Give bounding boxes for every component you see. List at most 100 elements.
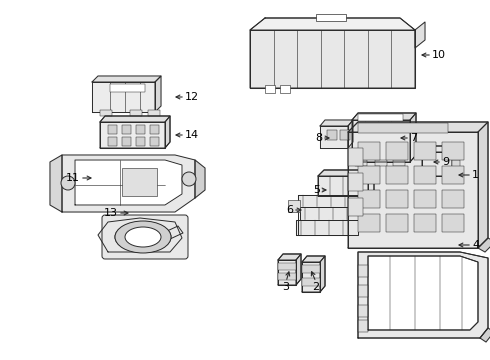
Polygon shape bbox=[75, 160, 182, 205]
Ellipse shape bbox=[115, 221, 171, 253]
Text: 13: 13 bbox=[104, 208, 118, 218]
Bar bbox=[414, 214, 436, 232]
Ellipse shape bbox=[182, 172, 196, 186]
Ellipse shape bbox=[125, 227, 161, 247]
Bar bbox=[148, 110, 160, 116]
Polygon shape bbox=[98, 218, 182, 252]
Bar bbox=[386, 214, 408, 232]
Bar bbox=[280, 85, 290, 93]
Bar bbox=[358, 114, 403, 121]
Bar bbox=[148, 238, 158, 247]
Bar bbox=[386, 142, 408, 160]
Bar bbox=[150, 125, 159, 134]
Polygon shape bbox=[352, 120, 410, 162]
Bar bbox=[442, 214, 464, 232]
Bar bbox=[348, 148, 363, 166]
Bar bbox=[136, 125, 145, 134]
Bar bbox=[452, 160, 460, 168]
Polygon shape bbox=[296, 220, 358, 235]
Bar bbox=[358, 166, 380, 184]
Polygon shape bbox=[422, 152, 452, 176]
Bar bbox=[358, 305, 368, 317]
Bar bbox=[442, 166, 464, 184]
Bar bbox=[108, 137, 117, 146]
Bar bbox=[386, 190, 408, 208]
Polygon shape bbox=[300, 207, 362, 220]
Bar bbox=[355, 160, 367, 166]
Bar bbox=[414, 190, 436, 208]
Polygon shape bbox=[318, 170, 374, 176]
Polygon shape bbox=[298, 195, 360, 207]
Bar bbox=[278, 273, 296, 280]
Polygon shape bbox=[348, 120, 353, 148]
Bar bbox=[327, 130, 337, 140]
Ellipse shape bbox=[115, 222, 171, 252]
Bar bbox=[358, 265, 368, 277]
Text: 10: 10 bbox=[432, 50, 446, 60]
Text: 7: 7 bbox=[410, 133, 417, 143]
Bar bbox=[136, 137, 145, 146]
Polygon shape bbox=[478, 122, 488, 248]
Text: 3: 3 bbox=[283, 282, 290, 292]
Text: 14: 14 bbox=[185, 130, 199, 140]
Text: 4: 4 bbox=[472, 240, 479, 250]
Text: 12: 12 bbox=[185, 92, 199, 102]
Polygon shape bbox=[100, 122, 165, 148]
Bar bbox=[348, 173, 363, 191]
Text: 9: 9 bbox=[442, 157, 449, 167]
Bar bbox=[442, 190, 464, 208]
Bar bbox=[358, 214, 380, 232]
Polygon shape bbox=[155, 76, 161, 112]
Polygon shape bbox=[302, 256, 325, 262]
Polygon shape bbox=[165, 116, 170, 148]
Bar bbox=[288, 200, 300, 212]
Polygon shape bbox=[368, 170, 374, 196]
Bar bbox=[414, 166, 436, 184]
Bar bbox=[340, 130, 350, 140]
Polygon shape bbox=[320, 120, 353, 126]
Text: 5: 5 bbox=[313, 185, 320, 195]
Polygon shape bbox=[195, 160, 205, 198]
Polygon shape bbox=[415, 22, 425, 48]
Polygon shape bbox=[100, 116, 170, 122]
Bar bbox=[375, 160, 387, 166]
Bar bbox=[130, 110, 142, 116]
Bar bbox=[442, 142, 464, 160]
Bar bbox=[358, 142, 380, 160]
Polygon shape bbox=[368, 256, 478, 330]
Bar bbox=[358, 285, 368, 297]
Bar bbox=[386, 166, 408, 184]
Polygon shape bbox=[348, 122, 488, 132]
Bar bbox=[122, 137, 131, 146]
Bar bbox=[265, 85, 275, 93]
Polygon shape bbox=[50, 155, 62, 212]
Polygon shape bbox=[318, 176, 368, 196]
Bar bbox=[122, 168, 157, 196]
Bar bbox=[302, 265, 320, 273]
Polygon shape bbox=[296, 254, 301, 285]
Polygon shape bbox=[452, 146, 457, 176]
Bar bbox=[358, 320, 368, 332]
Polygon shape bbox=[302, 262, 320, 292]
Polygon shape bbox=[165, 226, 183, 239]
Polygon shape bbox=[250, 30, 415, 88]
Bar bbox=[358, 123, 448, 133]
Polygon shape bbox=[250, 18, 415, 30]
Polygon shape bbox=[352, 113, 416, 120]
Bar bbox=[108, 125, 117, 134]
Polygon shape bbox=[278, 260, 296, 285]
Polygon shape bbox=[92, 76, 161, 82]
Polygon shape bbox=[62, 155, 195, 212]
Bar bbox=[393, 160, 405, 166]
Bar bbox=[278, 263, 296, 270]
Bar bbox=[358, 190, 380, 208]
Bar bbox=[302, 278, 320, 286]
Polygon shape bbox=[410, 113, 416, 162]
Text: 1: 1 bbox=[472, 170, 479, 180]
Polygon shape bbox=[278, 254, 301, 260]
Bar bbox=[100, 110, 112, 116]
Polygon shape bbox=[320, 256, 325, 292]
Ellipse shape bbox=[123, 227, 163, 247]
Polygon shape bbox=[92, 82, 155, 112]
Bar bbox=[414, 142, 436, 160]
